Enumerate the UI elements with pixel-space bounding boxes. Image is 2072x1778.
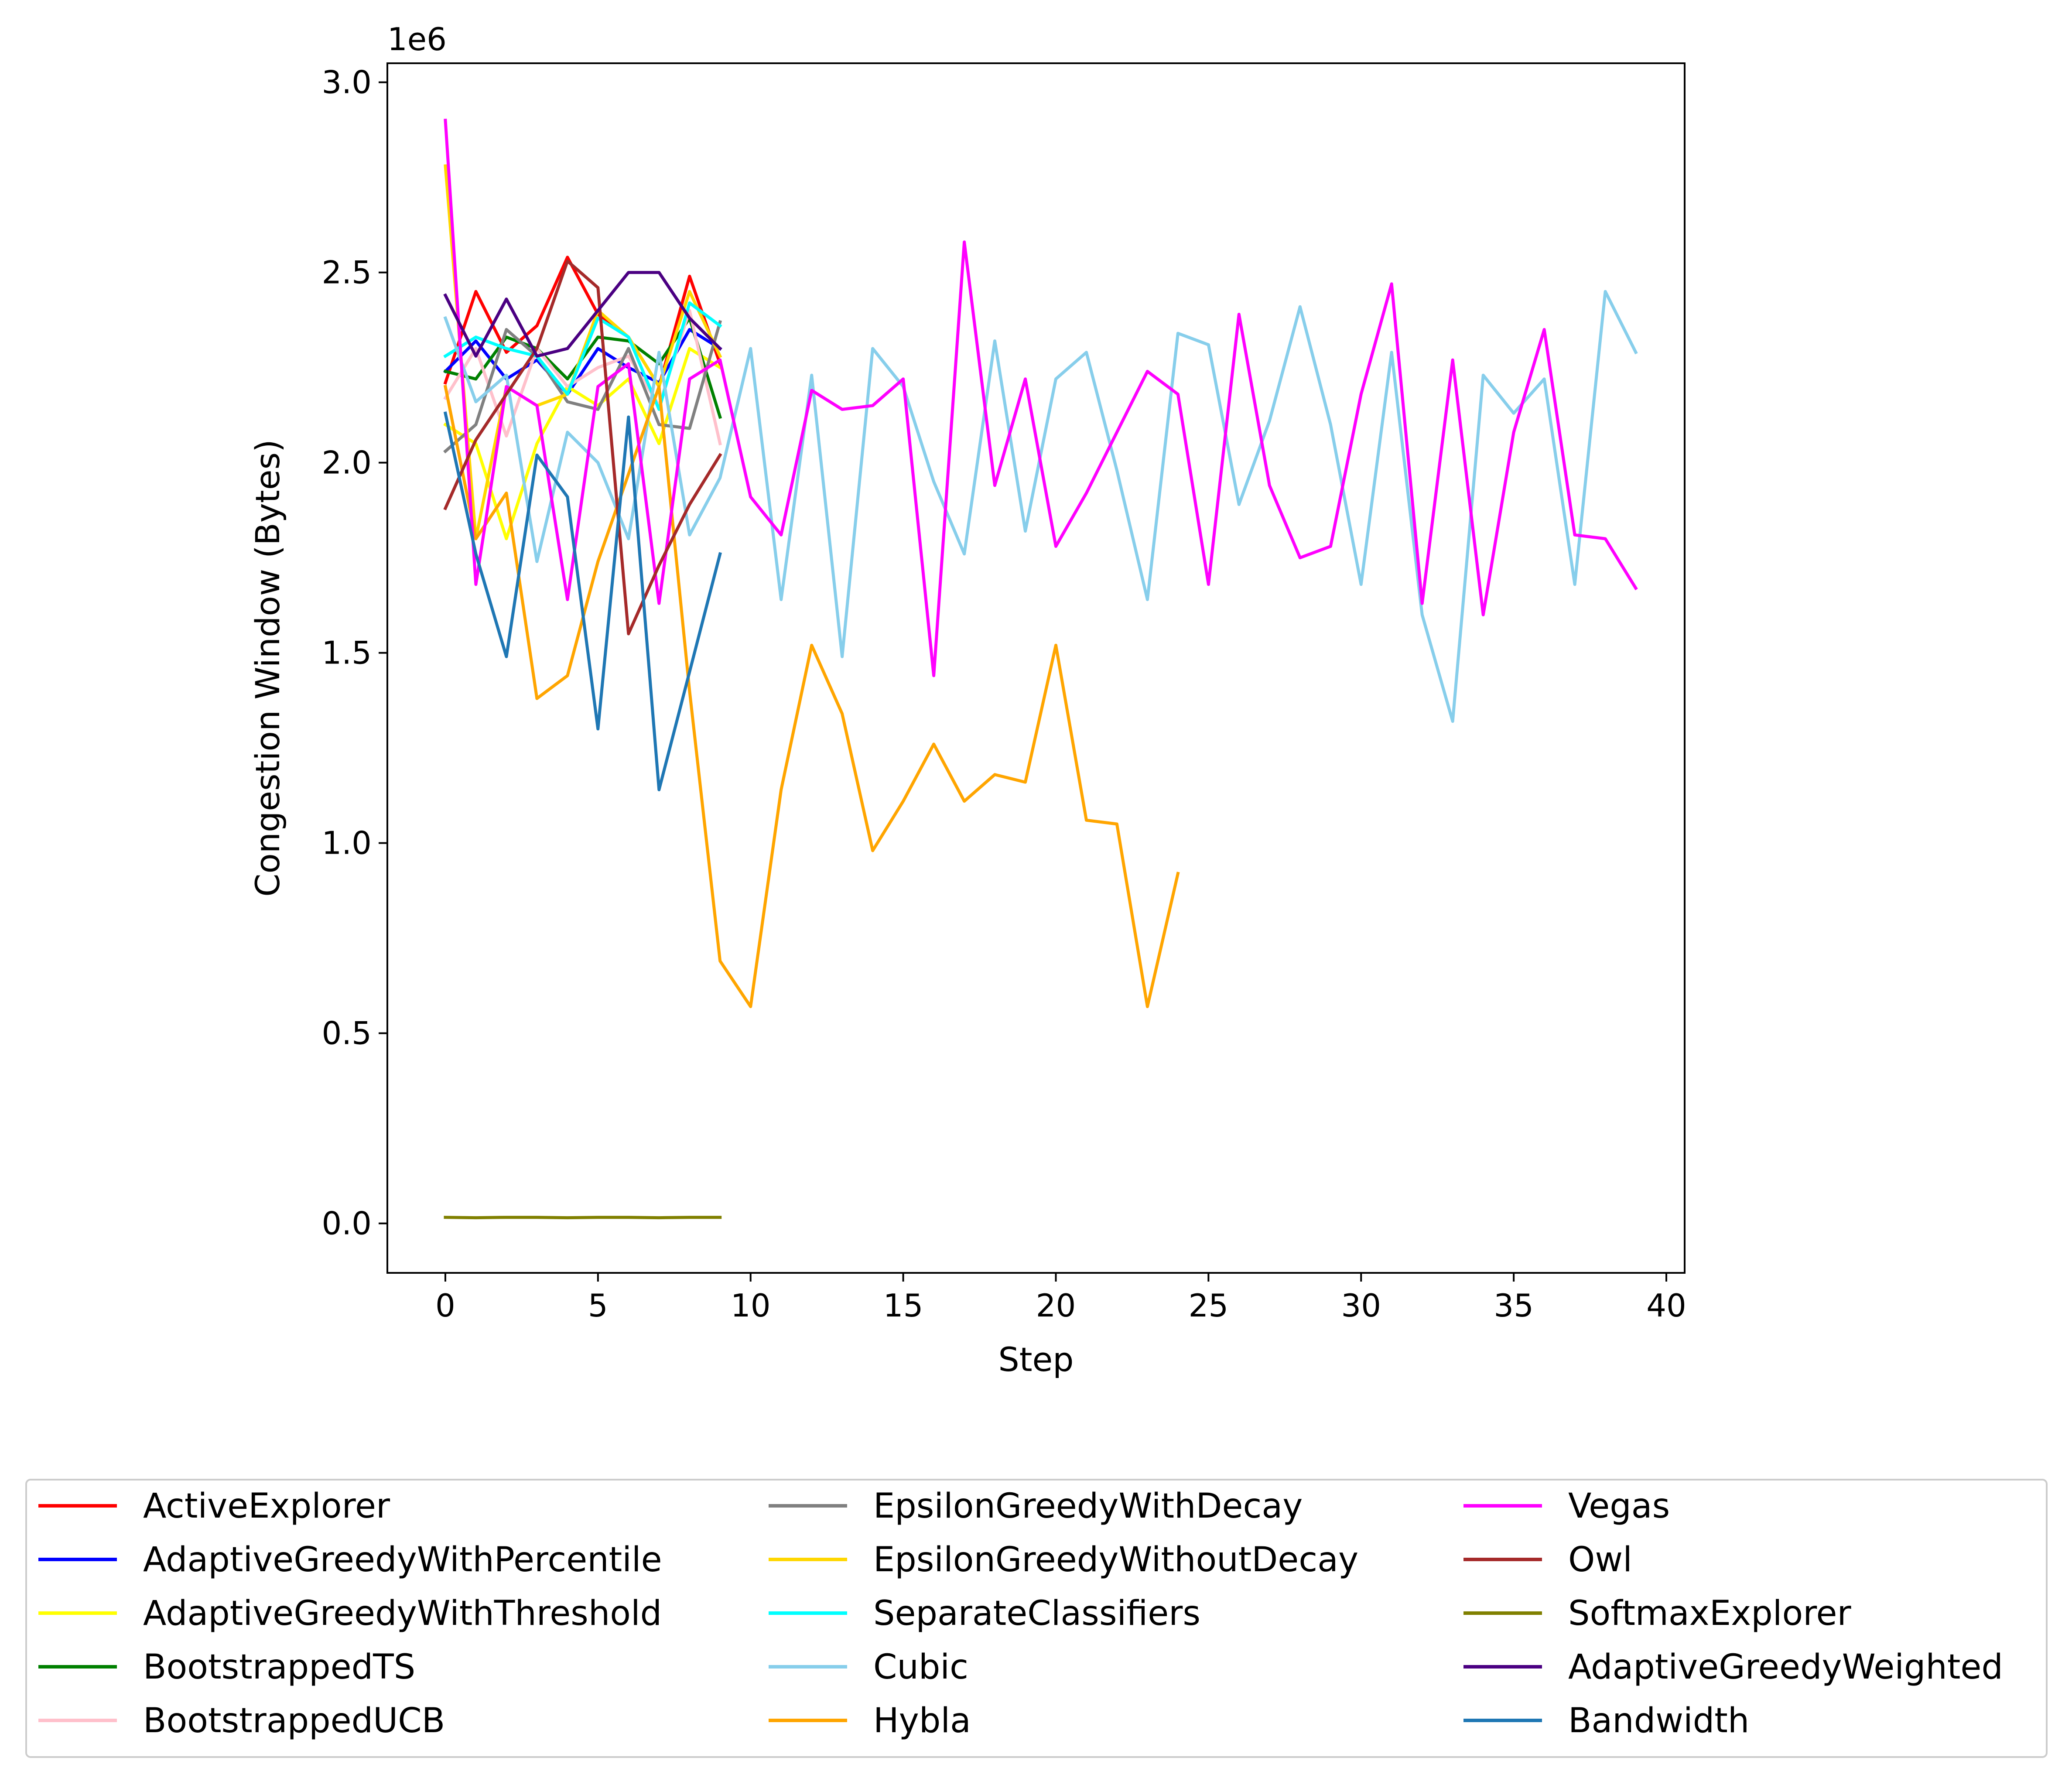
series-line-10 [444,119,1638,677]
x-tick-label: 35 [1494,1287,1534,1324]
y-tick-label: 2.0 [321,444,372,481]
legend-label-8: Cubic [873,1648,968,1687]
legend-label-2: AdaptiveGreedyWithThreshold [143,1594,662,1633]
legend-label-11: Owl [1568,1540,1632,1580]
legend-label-3: BootstrappedTS [143,1648,415,1687]
series-line-7 [443,301,722,411]
legend-label-6: EpsilonGreedyWithoutDecay [873,1540,1358,1580]
series-line-12 [444,1216,722,1220]
series-line-0 [443,256,722,388]
legend-label-0: ActiveExplorer [143,1487,390,1526]
legend-label-4: BootstrappedUCB [143,1701,445,1740]
y-tick-label: 1.0 [321,825,372,862]
series-lines [443,119,1638,1220]
legend-frame [25,1479,2048,1758]
x-tick-label: 20 [1036,1287,1076,1324]
x-tick-label: 5 [588,1287,608,1324]
series-line-14 [443,411,722,791]
y-tick-label: 0.0 [321,1205,372,1242]
y-axis-label: Congestion Window (Bytes) [248,439,287,896]
y-tick-label: 0.5 [321,1015,372,1052]
series-line-13 [443,271,722,358]
y-tick-label: 1.5 [321,635,372,671]
legend-label-10: Vegas [1568,1487,1670,1526]
x-axis-label: Step [998,1340,1074,1379]
x-tick-label: 40 [1646,1287,1686,1324]
series-line-11 [443,259,722,636]
y-axis-offset-label: 1e6 [387,21,447,58]
legend-label-12: SoftmaxExplorer [1568,1594,1852,1633]
legend-label-5: EpsilonGreedyWithDecay [873,1487,1303,1526]
x-axis-ticks: 0 5 10 15 20 25 30 35 40 [435,1273,1686,1324]
series-line-9 [443,385,1180,1009]
legend-label-1: AdaptiveGreedyWithPercentile [143,1540,662,1580]
y-tick-label: 3.0 [321,64,372,101]
legend: ActiveExplorer AdaptiveGreedyWithPercenti… [25,1479,2048,1758]
plot-frame [386,62,1686,1274]
x-tick-label: 30 [1341,1287,1381,1324]
x-tick-label: 15 [883,1287,923,1324]
legend-label-14: Bandwidth [1568,1701,1749,1740]
x-tick-label: 25 [1189,1287,1229,1324]
x-tick-label: 10 [731,1287,771,1324]
legend-label-13: AdaptiveGreedyWeighted [1568,1648,2003,1687]
y-tick-label: 2.5 [321,254,372,291]
legend-label-7: SeparateClassifiers [873,1594,1200,1633]
y-axis-ticks: 0.0 0.5 1.0 1.5 2.0 2.5 3.0 [321,64,387,1242]
series-line-5 [443,320,722,454]
x-tick-label: 0 [435,1287,455,1324]
legend-label-9: Hybla [873,1701,971,1740]
